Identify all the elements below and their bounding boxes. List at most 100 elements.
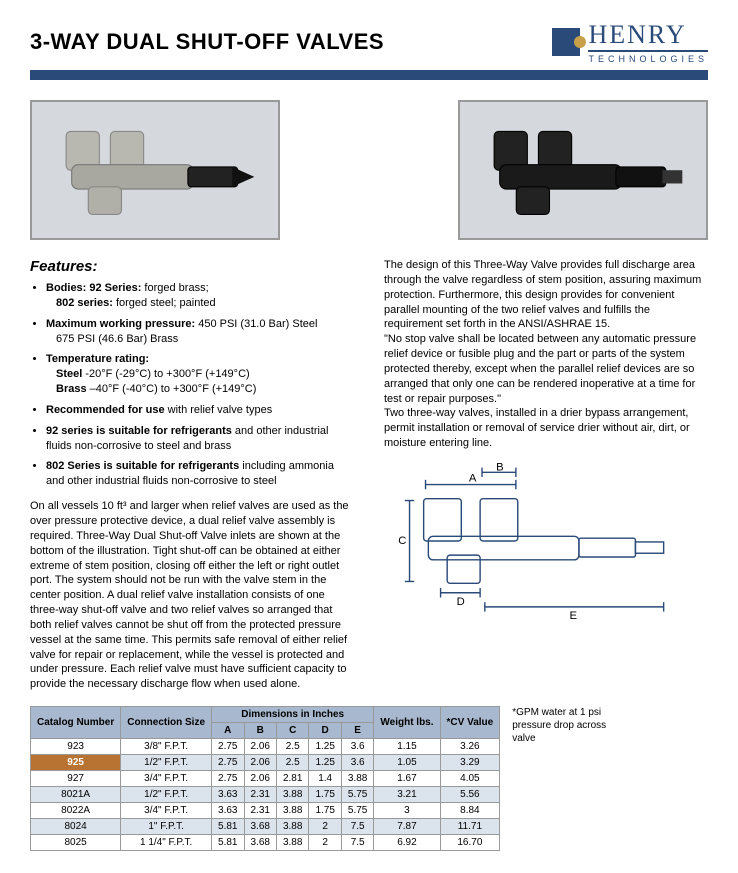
table-row: 8022A3/4" F.P.T.3.632.313.881.755.7538.8… <box>31 803 500 819</box>
cell-A: 5.81 <box>212 819 244 835</box>
th-cv: *CV Value <box>440 707 500 739</box>
th-a: A <box>212 723 244 739</box>
diagram-icon: A B C D E <box>384 461 708 621</box>
logo-brand: HENRY <box>588 20 708 50</box>
dim-label-c: C <box>398 535 406 547</box>
cell-D: 1.4 <box>309 771 341 787</box>
feature-item: Temperature rating:Steel -20°F (-29°C) t… <box>46 352 354 397</box>
cell-wt: 1.05 <box>374 755 440 771</box>
cell-D: 1.75 <box>309 803 341 819</box>
cell-B: 2.06 <box>244 739 276 755</box>
product-image-steel <box>458 100 708 240</box>
page-title: 3-WAY DUAL SHUT-OFF VALVES <box>30 29 384 55</box>
cell-conn: 1/2" F.P.T. <box>121 787 212 803</box>
cell-cat: 8022A <box>31 803 121 819</box>
cell-A: 3.63 <box>212 803 244 819</box>
feature-item: 92 series is suitable for refrigerants a… <box>46 424 354 454</box>
cell-E: 7.5 <box>341 835 373 851</box>
th-catalog: Catalog Number <box>31 707 121 739</box>
header: 3-WAY DUAL SHUT-OFF VALVES HENRY TECHNOL… <box>30 20 708 64</box>
cell-conn: 1 1/4" F.P.T. <box>121 835 212 851</box>
cell-E: 7.5 <box>341 819 373 835</box>
feature-item: Recommended for use with relief valve ty… <box>46 403 354 418</box>
logo-text-block: HENRY TECHNOLOGIES <box>588 20 708 64</box>
cell-C: 2.81 <box>276 771 308 787</box>
cell-E: 3.6 <box>341 755 373 771</box>
cell-wt: 3.21 <box>374 787 440 803</box>
cell-cat: 8021A <box>31 787 121 803</box>
cell-A: 2.75 <box>212 739 244 755</box>
cell-wt: 1.15 <box>374 739 440 755</box>
content-columns: Features: Bodies: 92 Series: forged bras… <box>30 258 708 692</box>
cell-C: 2.5 <box>276 739 308 755</box>
brand-logo: HENRY TECHNOLOGIES <box>552 20 708 64</box>
cell-cv: 3.29 <box>440 755 500 771</box>
th-d: D <box>309 723 341 739</box>
th-weight: Weight lbs. <box>374 707 440 739</box>
cell-B: 3.68 <box>244 819 276 835</box>
feature-item: Bodies: 92 Series: forged brass;802 seri… <box>46 281 354 311</box>
cell-cv: 3.26 <box>440 739 500 755</box>
cell-conn: 1/2" F.P.T. <box>121 755 212 771</box>
cell-D: 2 <box>309 819 341 835</box>
cell-A: 2.75 <box>212 771 244 787</box>
cell-wt: 3 <box>374 803 440 819</box>
cell-cat: 8025 <box>31 835 121 851</box>
cell-B: 2.06 <box>244 771 276 787</box>
cell-D: 2 <box>309 835 341 851</box>
cell-cat: 925 <box>31 755 121 771</box>
cell-conn: 3/8" F.P.T. <box>121 739 212 755</box>
th-c: C <box>276 723 308 739</box>
cell-E: 5.75 <box>341 787 373 803</box>
table-row: 9251/2" F.P.T.2.752.062.51.253.61.053.29 <box>31 755 500 771</box>
dim-label-e: E <box>570 610 578 621</box>
cell-C: 2.5 <box>276 755 308 771</box>
cell-cat: 927 <box>31 771 121 787</box>
cell-cv: 5.56 <box>440 787 500 803</box>
dim-label-d: D <box>457 596 465 608</box>
cell-wt: 6.92 <box>374 835 440 851</box>
table-row: 80241" F.P.T.5.813.683.8827.57.8711.71 <box>31 819 500 835</box>
table-row: 80251 1/4" F.P.T.5.813.683.8827.56.9216.… <box>31 835 500 851</box>
th-conn: Connection Size <box>121 707 212 739</box>
cell-E: 3.6 <box>341 739 373 755</box>
left-body-text: On all vessels 10 ft³ and larger when re… <box>30 499 354 692</box>
cell-A: 5.81 <box>212 835 244 851</box>
cell-B: 2.06 <box>244 755 276 771</box>
cell-C: 3.88 <box>276 803 308 819</box>
cell-B: 3.68 <box>244 835 276 851</box>
divider-bar <box>30 70 708 80</box>
cell-cat: 923 <box>31 739 121 755</box>
cell-D: 1.75 <box>309 787 341 803</box>
th-b: B <box>244 723 276 739</box>
cv-footnote: *GPM water at 1 psi pressure drop across… <box>512 706 632 745</box>
logo-mark-icon <box>552 28 580 56</box>
feature-item: 802 Series is suitable for refrigerants … <box>46 459 354 489</box>
th-e: E <box>341 723 373 739</box>
logo-subtitle: TECHNOLOGIES <box>588 50 708 64</box>
cell-cv: 4.05 <box>440 771 500 787</box>
cell-cv: 11.71 <box>440 819 500 835</box>
cell-C: 3.88 <box>276 819 308 835</box>
cell-C: 3.88 <box>276 787 308 803</box>
cell-C: 3.88 <box>276 835 308 851</box>
table-row: 9233/8" F.P.T.2.752.062.51.253.61.153.26 <box>31 739 500 755</box>
cell-conn: 3/4" F.P.T. <box>121 771 212 787</box>
feature-item: Maximum working pressure: 450 PSI (31.0 … <box>46 317 354 347</box>
cell-E: 5.75 <box>341 803 373 819</box>
table-row: 8021A1/2" F.P.T.3.632.313.881.755.753.21… <box>31 787 500 803</box>
right-body-text: The design of this Three-Way Valve provi… <box>384 258 708 451</box>
product-image-brass <box>30 100 280 240</box>
features-heading: Features: <box>30 258 354 275</box>
cell-wt: 7.87 <box>374 819 440 835</box>
spec-table: Catalog Number Connection Size Dimension… <box>30 706 500 851</box>
cell-A: 3.63 <box>212 787 244 803</box>
cell-cv: 8.84 <box>440 803 500 819</box>
cell-B: 2.31 <box>244 787 276 803</box>
valve-brass-icon <box>44 109 265 231</box>
cell-conn: 3/4" F.P.T. <box>121 803 212 819</box>
cell-D: 1.25 <box>309 739 341 755</box>
features-list: Bodies: 92 Series: forged brass;802 seri… <box>30 281 354 489</box>
cell-A: 2.75 <box>212 755 244 771</box>
cell-wt: 1.67 <box>374 771 440 787</box>
